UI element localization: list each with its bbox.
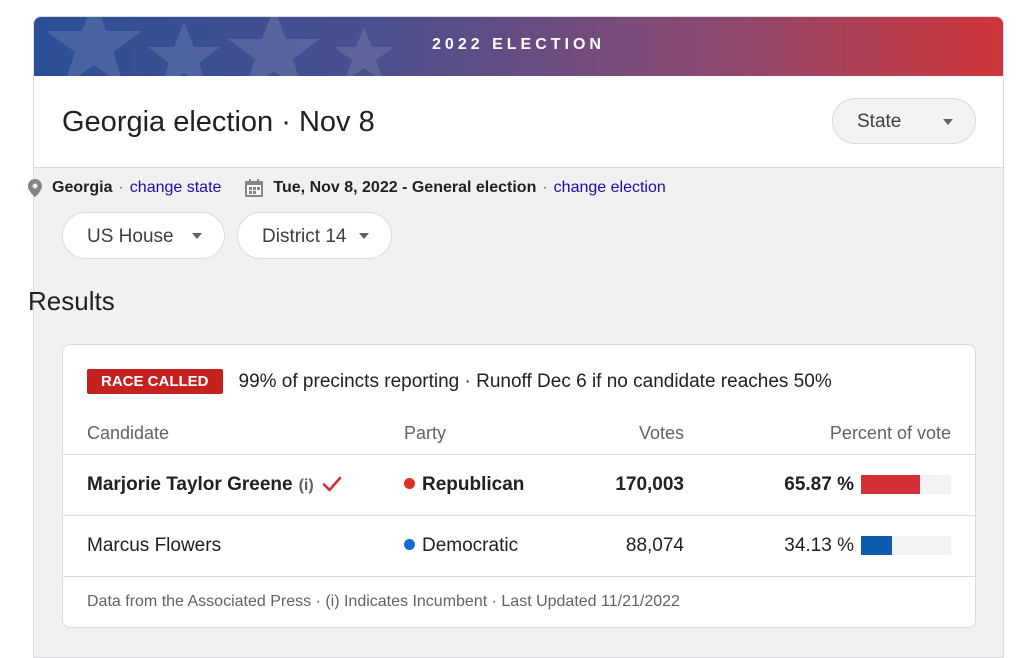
results-card: RACE CALLED 99% of precincts reporting ·… xyxy=(62,344,976,628)
percent-bar-fill xyxy=(861,536,892,555)
footnote-row: Data from the Associated Press · (i) Ind… xyxy=(63,576,975,629)
percent-bar xyxy=(861,536,951,555)
votes-cell: 88,074 xyxy=(625,535,684,556)
office-select[interactable]: US House xyxy=(62,212,225,259)
office-select-label: US House xyxy=(87,226,174,247)
change-state-link[interactable]: change state xyxy=(129,179,222,196)
chevron-down-icon xyxy=(943,119,953,125)
candidate-cell: Marjorie Taylor Greene (i) xyxy=(87,474,342,499)
chevron-down-icon xyxy=(192,233,202,239)
level-select[interactable]: State xyxy=(832,98,976,144)
level-select-label: State xyxy=(857,111,902,132)
district-select-label: District 14 xyxy=(262,226,347,247)
party-name: Democratic xyxy=(422,535,519,556)
separator: · xyxy=(118,179,124,196)
footnote: Data from the Associated Press · (i) Ind… xyxy=(87,593,680,610)
page-title: Georgia election · Nov 8 xyxy=(62,106,375,138)
calendar-icon xyxy=(245,179,264,197)
location-pin-icon xyxy=(28,179,42,197)
votes-cell: 170,003 xyxy=(615,474,684,495)
change-election-link[interactable]: change election xyxy=(553,179,666,196)
column-header-party: Party xyxy=(404,423,447,443)
state-name: Georgia xyxy=(52,179,113,196)
chevron-down-icon xyxy=(359,233,369,239)
table-row: Marcus Flowers Democratic 88,074 34.13 % xyxy=(63,515,975,576)
separator: · xyxy=(542,179,548,196)
reporting-status: 99% of precincts reporting · Runoff Dec … xyxy=(238,370,832,392)
status-badge: RACE CALLED xyxy=(87,369,223,394)
results-heading: Results xyxy=(28,286,115,316)
location-row: Georgia · change state Tue, Nov 8, 2022 … xyxy=(28,176,666,200)
card-header: Georgia election · Nov 8 State xyxy=(34,76,1003,168)
party-dot xyxy=(404,478,415,489)
election-name: Tue, Nov 8, 2022 - General election xyxy=(273,179,537,196)
party-name: Republican xyxy=(422,474,525,495)
district-select[interactable]: District 14 xyxy=(237,212,392,259)
candidate-name: Marjorie Taylor Greene xyxy=(87,474,293,495)
race-status: RACE CALLED 99% of precincts reporting ·… xyxy=(87,369,832,394)
candidate-cell: Marcus Flowers xyxy=(87,535,221,557)
column-header-votes: Votes xyxy=(638,423,684,443)
column-header-candidate: Candidate xyxy=(87,423,170,443)
party-cell: Democratic xyxy=(404,535,518,557)
stars-decoration xyxy=(46,17,394,76)
banner-title: 2022 ELECTION xyxy=(432,36,605,53)
table-row: Marjorie Taylor Greene (i) Republican 170… xyxy=(63,454,975,515)
checkmark-icon xyxy=(322,475,342,499)
candidate-name: Marcus Flowers xyxy=(87,535,222,556)
election-banner: 2022 ELECTION xyxy=(34,17,1003,76)
party-cell: Republican xyxy=(404,474,524,496)
percent-cell: 34.13 % xyxy=(784,535,854,556)
percent-cell: 65.87 % xyxy=(784,474,854,495)
percent-bar xyxy=(861,475,951,494)
party-dot xyxy=(404,539,415,550)
percent-bar-fill xyxy=(861,475,921,494)
column-header-percent: Percent of vote xyxy=(829,423,951,443)
incumbent-marker: (i) xyxy=(298,477,314,494)
